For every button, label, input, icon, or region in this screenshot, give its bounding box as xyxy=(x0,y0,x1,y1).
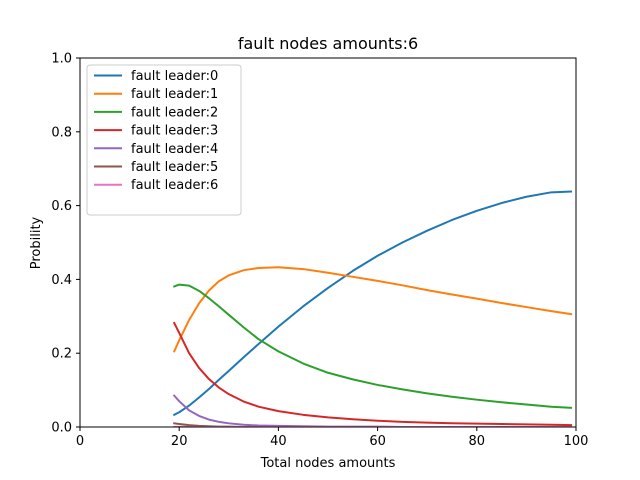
legend-label-1: fault leader:1 xyxy=(131,87,218,102)
legend-label-2: fault leader:2 xyxy=(131,105,218,120)
y-tick-label: 0.8 xyxy=(51,125,72,140)
y-axis-label: Probility xyxy=(29,216,44,269)
plot-area xyxy=(172,190,573,427)
x-tick-label: 60 xyxy=(369,434,386,449)
legend-box xyxy=(86,64,242,216)
legend-label-4: fault leader:4 xyxy=(131,142,218,157)
series-line-1 xyxy=(172,266,573,353)
axes-frame xyxy=(79,57,577,428)
y-tick-label: 1.0 xyxy=(51,52,72,67)
chart-title: fault nodes amounts:6 xyxy=(238,34,418,53)
x-tick-label: 100 xyxy=(564,434,589,449)
x-axis-label: Total nodes amounts xyxy=(260,456,396,471)
legend-label-3: fault leader:3 xyxy=(131,124,218,139)
legend-label-6: fault leader:6 xyxy=(131,178,218,193)
legend-label-5: fault leader:5 xyxy=(131,160,218,175)
x-tick-label: 20 xyxy=(171,434,188,449)
y-tick-label: 0.4 xyxy=(51,273,72,288)
series-line-3 xyxy=(172,321,573,427)
axes: 0 20 40 60 80 100 0.0 0.2 0.4 0.6 0.8 1.0 xyxy=(51,52,588,450)
y-tick-label: 0.2 xyxy=(51,347,72,362)
y-tick-label: 0.0 xyxy=(51,421,72,436)
legend: fault leader:0 fault leader:1 fault leader… xyxy=(86,64,242,216)
x-tick-label: 0 xyxy=(76,434,84,449)
y-tick-label: 0.6 xyxy=(51,199,72,214)
x-tick-label: 80 xyxy=(469,434,486,449)
series-line-0 xyxy=(172,190,573,417)
series-line-2 xyxy=(172,283,573,409)
legend-label-0: fault leader:0 xyxy=(131,69,218,84)
x-tick-label: 40 xyxy=(270,434,287,449)
